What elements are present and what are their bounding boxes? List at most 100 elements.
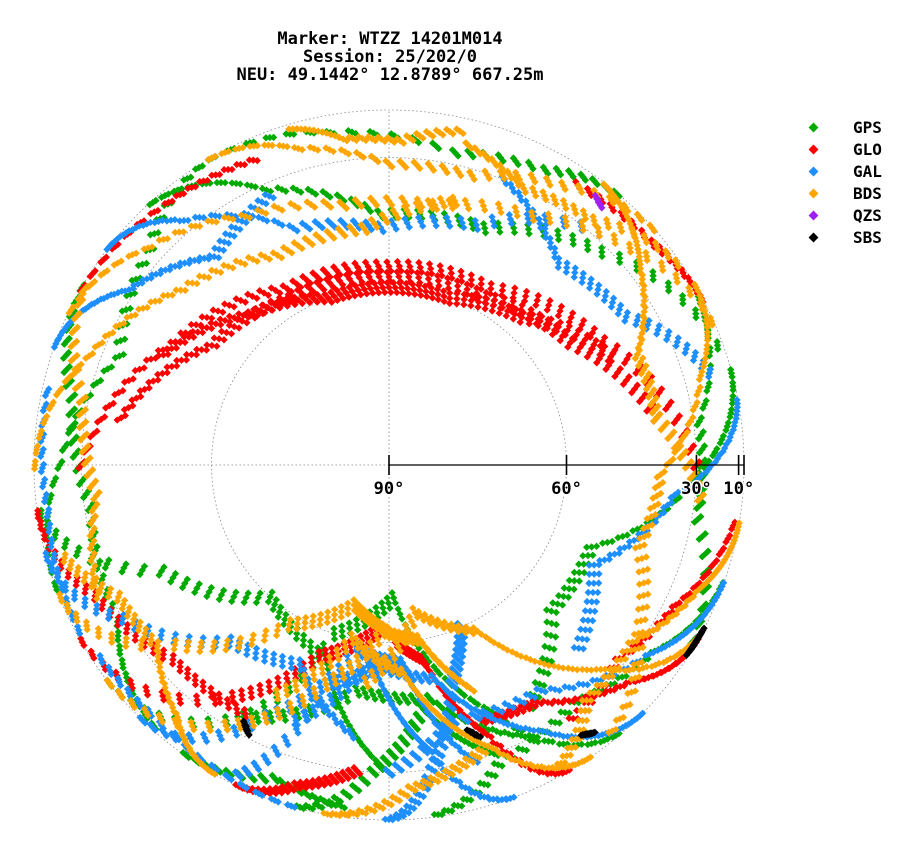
point-glo: [434, 290, 442, 299]
point-gps: [584, 740, 592, 749]
point-gps: [330, 793, 338, 801]
point-gps: [316, 794, 325, 803]
point-gal: [585, 579, 593, 587]
point-glo: [381, 288, 389, 297]
point-gps: [481, 229, 490, 237]
point-gps: [709, 452, 717, 460]
point-glo: [210, 334, 218, 342]
point-gps: [564, 593, 573, 601]
point-gps: [540, 737, 549, 745]
point-gps: [277, 603, 285, 611]
point-gps: [589, 551, 597, 559]
point-gps: [726, 413, 734, 421]
point-gps: [260, 702, 268, 711]
point-gps: [256, 589, 264, 597]
point-gps: [306, 638, 315, 646]
point-gps: [580, 560, 588, 568]
point-gps: [692, 313, 700, 322]
point-gps: [575, 560, 583, 568]
point-gps: [554, 236, 563, 244]
point-gps: [142, 259, 151, 268]
point-gps: [353, 621, 361, 629]
point-gps: [70, 405, 79, 413]
point-glo: [369, 289, 377, 297]
point-gps: [514, 160, 522, 169]
point-gps: [430, 662, 438, 671]
point-gps: [390, 690, 399, 698]
point-gps: [649, 272, 657, 280]
legend-item-gps: GPS: [808, 116, 882, 138]
point-gps: [259, 698, 267, 706]
legend-label-gps: GPS: [853, 117, 882, 137]
legend-item-bds: BDS: [808, 182, 882, 204]
point-gps: [500, 728, 509, 736]
point-gps: [560, 584, 568, 592]
point-gal: [570, 643, 578, 652]
point-gps: [593, 180, 601, 189]
point-gps: [514, 744, 523, 753]
point-gps: [563, 740, 572, 748]
point-glo: [220, 336, 228, 344]
point-bds: [337, 602, 346, 611]
point-gal: [577, 625, 585, 633]
point-gps: [282, 187, 290, 195]
point-gps: [348, 781, 357, 790]
point-gps: [587, 543, 596, 551]
point-gps: [554, 227, 562, 235]
point-gps: [221, 713, 229, 721]
point-gps: [565, 709, 574, 717]
point-gps: [542, 606, 551, 614]
point-gps: [346, 624, 354, 632]
point-glo: [516, 318, 524, 326]
point-gps: [592, 542, 601, 550]
point-gps: [679, 295, 687, 304]
point-gps: [330, 624, 338, 633]
point-glo: [307, 653, 315, 662]
point-gps: [375, 688, 383, 696]
point-gps: [228, 179, 236, 187]
point-glo: [453, 295, 461, 303]
point-gps: [293, 629, 301, 638]
point-gps: [122, 560, 130, 568]
point-gps: [690, 518, 699, 526]
point-gps: [292, 635, 301, 643]
point-gps: [407, 691, 415, 699]
point-gps: [326, 193, 334, 201]
legend: GPS GLO GAL BDS QZS SBS: [808, 116, 882, 248]
point-glo: [169, 651, 177, 659]
point-bds: [324, 608, 332, 616]
point-glo: [190, 333, 198, 341]
title-position-line: NEU: 49.1442° 12.8789° 667.25m: [236, 65, 544, 85]
point-bds: [347, 629, 355, 638]
point-gps: [96, 557, 104, 565]
point-gps: [345, 722, 354, 730]
point-gps: [554, 231, 562, 239]
point-glo: [306, 298, 314, 307]
point-gps: [664, 287, 673, 295]
point-gps: [524, 225, 533, 233]
point-glo: [203, 341, 211, 349]
point-gps: [276, 776, 284, 784]
point-gps: [415, 138, 423, 147]
point-glo: [460, 300, 468, 309]
point-gps: [366, 207, 375, 216]
point-gps: [412, 710, 420, 718]
point-gps: [379, 604, 387, 612]
point-glo: [208, 314, 216, 322]
point-gps: [65, 363, 74, 371]
point-gps: [246, 706, 255, 714]
point-gps: [649, 268, 657, 276]
point-gps: [583, 543, 591, 551]
point-glo: [154, 370, 162, 379]
point-gps: [244, 589, 252, 597]
point-glo: [191, 672, 199, 680]
point-gps: [361, 622, 369, 630]
point-glo: [227, 330, 236, 338]
point-gps: [531, 678, 539, 687]
point-gps: [282, 610, 290, 619]
point-gps: [438, 810, 446, 819]
legend-item-gal: GAL: [808, 160, 882, 182]
point-gps: [272, 596, 280, 604]
point-glo: [203, 324, 211, 332]
point-gal: [287, 654, 295, 662]
